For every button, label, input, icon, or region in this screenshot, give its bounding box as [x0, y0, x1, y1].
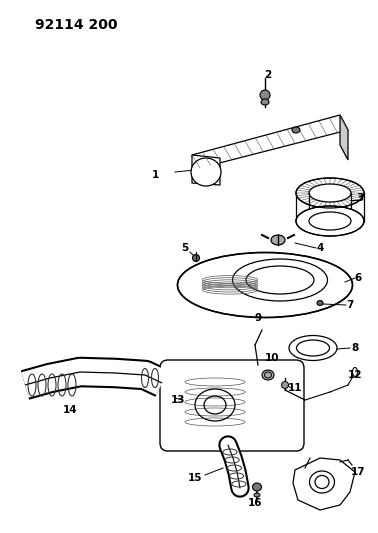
- FancyBboxPatch shape: [160, 360, 304, 451]
- Ellipse shape: [296, 206, 364, 236]
- Ellipse shape: [296, 178, 364, 208]
- Text: 3: 3: [356, 193, 364, 203]
- Text: 2: 2: [264, 70, 272, 80]
- Text: 14: 14: [63, 405, 77, 415]
- Ellipse shape: [292, 127, 300, 133]
- Text: 8: 8: [352, 343, 359, 353]
- Ellipse shape: [317, 301, 323, 305]
- Ellipse shape: [271, 235, 285, 245]
- Text: 16: 16: [248, 498, 262, 508]
- Ellipse shape: [253, 483, 262, 491]
- Text: 11: 11: [288, 383, 302, 393]
- Text: 12: 12: [348, 370, 362, 380]
- Text: 1: 1: [151, 170, 159, 180]
- Ellipse shape: [191, 158, 221, 186]
- Text: 6: 6: [355, 273, 362, 283]
- Text: 15: 15: [188, 473, 202, 483]
- Ellipse shape: [282, 382, 288, 389]
- Ellipse shape: [178, 253, 353, 318]
- Ellipse shape: [192, 254, 200, 262]
- Ellipse shape: [261, 99, 269, 105]
- Polygon shape: [340, 115, 348, 160]
- Ellipse shape: [260, 90, 270, 100]
- Text: 7: 7: [346, 300, 354, 310]
- Text: 9: 9: [254, 313, 262, 323]
- Text: 92114 200: 92114 200: [35, 18, 118, 32]
- Polygon shape: [192, 115, 348, 168]
- Polygon shape: [293, 458, 355, 510]
- Text: 13: 13: [171, 395, 185, 405]
- Ellipse shape: [262, 370, 274, 380]
- Text: 4: 4: [316, 243, 324, 253]
- Ellipse shape: [254, 493, 260, 497]
- Text: 10: 10: [265, 353, 279, 363]
- Text: 5: 5: [181, 243, 189, 253]
- Text: 17: 17: [351, 467, 365, 477]
- Polygon shape: [192, 155, 220, 185]
